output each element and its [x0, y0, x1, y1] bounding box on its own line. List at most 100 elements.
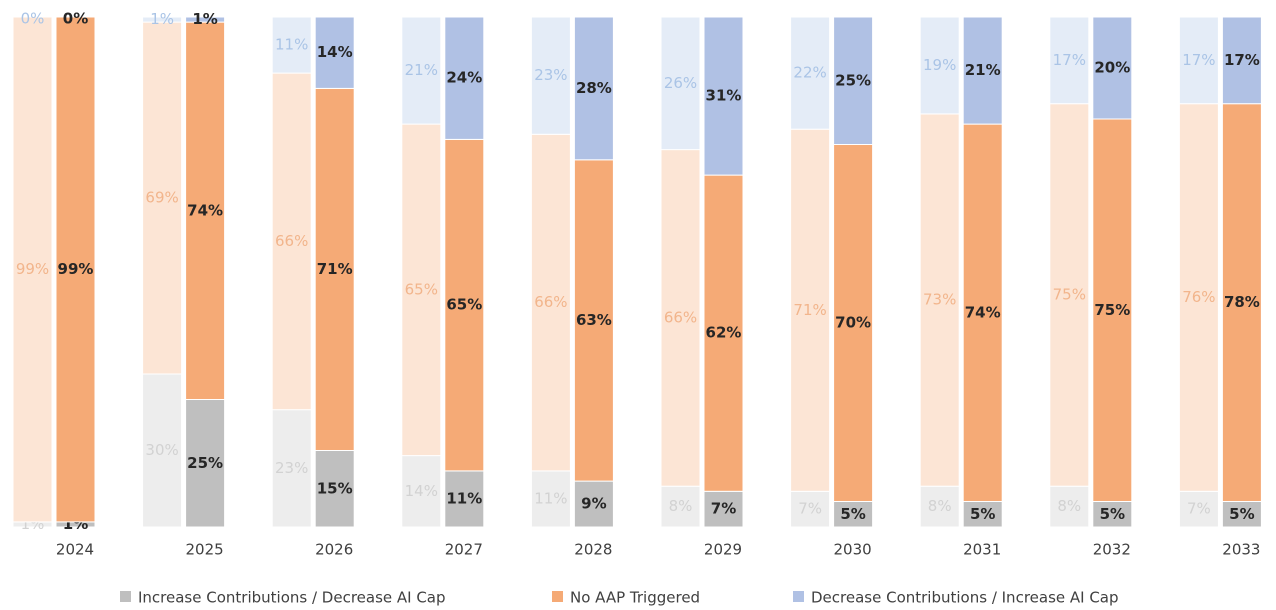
- data-label: 1%: [192, 10, 217, 28]
- data-label: 20%: [1094, 59, 1130, 77]
- x-tick-label: 2033: [1222, 541, 1260, 559]
- bar-segment: [314, 450, 355, 528]
- x-tick-label: 2026: [315, 541, 353, 559]
- bar-segment: [919, 485, 960, 528]
- data-label: 31%: [706, 87, 742, 105]
- data-label: 19%: [923, 56, 956, 74]
- data-label: 71%: [317, 260, 353, 278]
- data-label: 24%: [446, 69, 482, 87]
- data-label: 21%: [405, 61, 438, 79]
- bar-segment: [142, 16, 183, 23]
- bar-segment: [703, 16, 744, 176]
- bar-segment: [1221, 103, 1262, 502]
- data-label: 75%: [1053, 285, 1086, 303]
- bar-segment: [401, 16, 442, 125]
- legend-label: No AAP Triggered: [570, 589, 700, 607]
- data-label: 73%: [923, 291, 956, 309]
- x-tick-label: 2024: [56, 541, 94, 559]
- data-label: 5%: [840, 505, 865, 523]
- data-label: 23%: [534, 66, 567, 84]
- bar-segment: [444, 138, 485, 472]
- data-label: 74%: [187, 201, 223, 219]
- data-label: 17%: [1182, 51, 1215, 69]
- legend-swatch: [120, 591, 131, 602]
- x-tick-label: 2031: [963, 541, 1001, 559]
- data-label: 7%: [711, 500, 736, 518]
- legend-label: Increase Contributions / Decrease AI Cap: [138, 589, 446, 607]
- data-label: 25%: [835, 71, 871, 89]
- bar-segment: [271, 72, 312, 411]
- data-label: 99%: [16, 260, 49, 278]
- bar-segment: [185, 16, 226, 23]
- data-label: 14%: [317, 43, 353, 61]
- bar-segment: [962, 123, 1003, 502]
- data-label: 28%: [576, 79, 612, 97]
- data-label: 11%: [446, 489, 482, 507]
- bar-segment: [444, 16, 485, 140]
- data-label: 74%: [965, 303, 1001, 321]
- bar-segment: [790, 490, 831, 528]
- data-label: 8%: [669, 497, 693, 515]
- bar-segment: [790, 16, 831, 130]
- data-label: 7%: [1187, 500, 1211, 518]
- x-tick-label: 2029: [704, 541, 742, 559]
- data-label: 7%: [798, 500, 822, 518]
- data-label: 75%: [1094, 301, 1130, 319]
- bar-segment: [142, 373, 183, 528]
- data-label: 22%: [793, 64, 826, 82]
- legend-swatch: [552, 591, 563, 602]
- data-label: 25%: [187, 454, 223, 472]
- data-label: 8%: [1057, 497, 1081, 515]
- bar-segment: [1178, 103, 1219, 492]
- bar-segment: [833, 501, 874, 528]
- bar-segment: [444, 470, 485, 528]
- data-label: 66%: [275, 232, 308, 250]
- legend-swatch: [793, 591, 804, 602]
- bar-segment: [962, 501, 1003, 528]
- data-label: 78%: [1224, 293, 1260, 311]
- data-label: 0%: [63, 10, 88, 28]
- data-label: 63%: [576, 311, 612, 329]
- bar-segment: [185, 399, 226, 528]
- bar-segment: [1178, 490, 1219, 528]
- data-label: 66%: [664, 308, 697, 326]
- x-tick-label: 2027: [445, 541, 483, 559]
- bar-segment: [790, 128, 831, 492]
- bar-segment: [1178, 16, 1219, 105]
- data-label: 69%: [145, 189, 178, 207]
- bar-segment: [1092, 501, 1133, 528]
- bar-segment: [314, 16, 355, 89]
- data-label: 9%: [581, 495, 606, 513]
- data-label: 17%: [1224, 51, 1260, 69]
- x-tick-label: 2028: [574, 541, 612, 559]
- bar-segment: [1049, 103, 1090, 487]
- bar-segment: [1221, 501, 1262, 528]
- data-label: 65%: [446, 296, 482, 314]
- data-label: 23%: [275, 459, 308, 477]
- data-label: 76%: [1182, 288, 1215, 306]
- x-tick-label: 2032: [1093, 541, 1131, 559]
- bar-segment: [919, 16, 960, 115]
- bar-segment: [573, 480, 614, 528]
- data-label: 14%: [405, 482, 438, 500]
- bar-segment: [12, 16, 53, 523]
- data-label: 8%: [928, 497, 952, 515]
- data-label: 71%: [793, 301, 826, 319]
- bar-segment: [401, 455, 442, 528]
- x-tick-label: 2030: [834, 541, 872, 559]
- bar-segment: [530, 16, 571, 135]
- bar-segment: [1221, 16, 1262, 105]
- data-label: 17%: [1053, 51, 1086, 69]
- data-label: 15%: [317, 479, 353, 497]
- legend-label: Decrease Contributions / Increase AI Cap: [811, 589, 1119, 607]
- data-label: 62%: [706, 324, 742, 342]
- data-label: 11%: [534, 489, 567, 507]
- x-tick-label: 2025: [186, 541, 224, 559]
- bar-segment: [703, 174, 744, 492]
- bar-segment: [573, 159, 614, 482]
- bar-segment: [271, 409, 312, 528]
- bar-segment: [1092, 16, 1133, 120]
- bar-segment: [962, 16, 1003, 125]
- bar-segment: [573, 16, 614, 161]
